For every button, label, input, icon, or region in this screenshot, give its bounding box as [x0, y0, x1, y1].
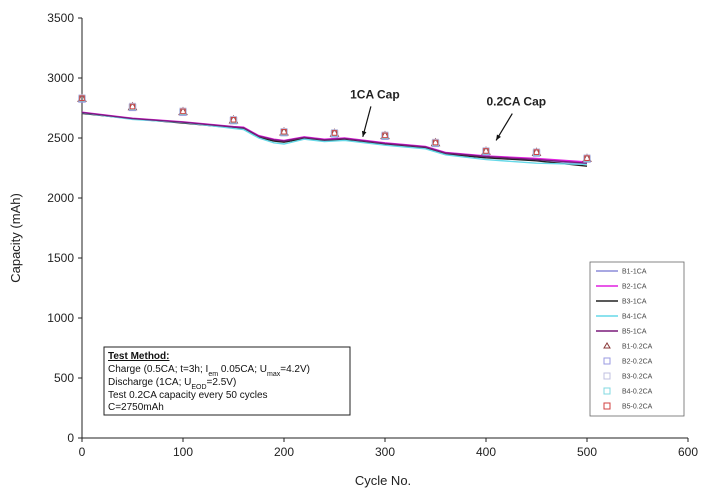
series-line-B5-1CA: [81, 111, 588, 164]
legend-swatch: [603, 372, 611, 380]
data-point-B5-0.2CA: [230, 116, 237, 123]
data-point-B5-0.2CA: [382, 132, 388, 139]
y-tick-label: 1500: [47, 251, 74, 265]
series-layer: [81, 111, 588, 167]
legend-box: [589, 261, 685, 417]
legend-swatch: [603, 342, 611, 349]
legend-label: B1-0.2CA: [622, 344, 653, 351]
legend-label: B3-0.2CA: [622, 374, 653, 381]
x-tick-label: 500: [577, 445, 597, 459]
legend-label: B4-0.2CA: [622, 389, 653, 396]
data-point-B5-0.2CA: [533, 149, 540, 155]
data-point-B5-0.2CA: [432, 139, 439, 146]
note-line-charge: Charge (0.5CA; t=3h; Iem 0.05CA; Umax=4.…: [108, 364, 310, 378]
annotation-label: 1CA Cap: [350, 87, 400, 101]
data-point-B5-0.2CA: [79, 95, 85, 101]
legend-swatch: [603, 402, 611, 410]
test-method-title: Test Method:: [108, 351, 169, 362]
legend-label: B3-1CA: [622, 299, 647, 306]
note-line-test: Test 0.2CA capacity every 50 cycles: [108, 390, 268, 401]
data-point-B5-0.2CA: [180, 108, 186, 115]
annotation-arrowhead: [496, 134, 501, 141]
legend-label: B5-0.2CA: [622, 404, 653, 411]
annotation-arrowhead: [361, 130, 367, 137]
y-tick-label: 0: [67, 431, 74, 445]
y-axis-label: Capacity (mAh): [8, 193, 23, 283]
legend-label: B1-1CA: [622, 269, 647, 276]
y-tick-label: 3000: [47, 71, 74, 85]
axes: 0 500 1000 1500 2000 2500 3000 3500 0 100 200 300 40…: [47, 11, 698, 459]
x-tick-label: 300: [375, 445, 395, 459]
series-line-B4-1CA: [81, 112, 588, 166]
x-tick-label: 400: [476, 445, 496, 459]
annotations: 1CA Cap 0.2CA Cap: [350, 87, 547, 141]
x-axis-label: Cycle No.: [355, 473, 411, 488]
x-tick-label: 0: [79, 445, 86, 459]
x-tick-label: 100: [173, 445, 193, 459]
legend-swatch: [603, 357, 611, 365]
markers-layer: [77, 93, 592, 163]
legend-label: B4-1CA: [622, 314, 647, 321]
legend-label: B2-1CA: [622, 284, 647, 291]
legend: B1-1CA B2-1CA B3-1CA B4-1CA B5-1CA B1-0.2CA B2…: [589, 261, 685, 417]
x-tick-label: 200: [274, 445, 294, 459]
y-tick-label: 3500: [47, 11, 74, 25]
legend-swatch: [603, 387, 611, 395]
y-tick-label: 2000: [47, 191, 74, 205]
data-point-B5-0.2CA: [483, 148, 489, 154]
legend-label: B2-0.2CA: [622, 359, 653, 366]
data-point-B5-0.2CA: [281, 128, 287, 135]
x-tick-label: 600: [678, 445, 698, 459]
y-tick-label: 2500: [47, 131, 74, 145]
test-method-box: Test Method: Charge (0.5CA; t=3h; Iem 0.…: [103, 346, 351, 416]
data-point-B5-0.2CA: [129, 103, 136, 110]
data-point-B5-0.2CA: [584, 155, 590, 161]
y-tick-label: 1000: [47, 311, 74, 325]
legend-label: B5-1CA: [622, 329, 647, 336]
annotation-label: 0.2CA Cap: [487, 95, 547, 109]
y-tick-label: 500: [54, 371, 74, 385]
data-point-B5-0.2CA: [331, 130, 338, 136]
note-line-capacity: C=2750mAh: [108, 402, 164, 413]
